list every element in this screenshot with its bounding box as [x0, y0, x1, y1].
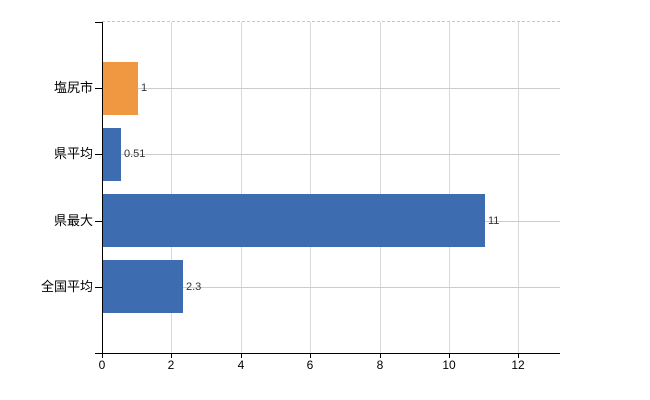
- gridline-horizontal: [102, 287, 560, 288]
- x-axis-tick: [310, 353, 311, 358]
- gridline-vertical: [380, 22, 381, 353]
- gridline-horizontal: [102, 88, 560, 89]
- gridline-horizontal: [102, 154, 560, 155]
- y-axis-tick: [95, 88, 102, 89]
- x-axis-tick: [380, 353, 381, 358]
- category-label: 全国平均: [40, 279, 93, 294]
- x-axis-tick: [518, 353, 519, 358]
- x-axis-tick: [102, 353, 103, 358]
- gridline-vertical: [449, 22, 450, 353]
- x-axis-tick: [241, 353, 242, 358]
- bar-value-label: 0.51: [124, 148, 146, 160]
- x-axis-tick: [171, 353, 172, 358]
- bar-value-label: 2.3: [186, 281, 202, 293]
- category-label: 県最大: [53, 213, 93, 228]
- x-tick-label: 8: [376, 358, 384, 372]
- plot-top-border: [102, 21, 560, 22]
- bar: [103, 194, 485, 247]
- y-axis-tick: [95, 154, 102, 155]
- gridline-vertical: [171, 22, 172, 353]
- gridline-vertical: [241, 22, 242, 353]
- bar-value-label: 1: [141, 82, 148, 94]
- x-tick-label: 6: [306, 358, 314, 372]
- gridline-vertical: [518, 22, 519, 353]
- x-tick-label: 2: [167, 358, 175, 372]
- y-axis-tick: [95, 22, 102, 23]
- bar-value-label: 11: [488, 215, 500, 227]
- x-tick-label: 10: [442, 358, 456, 372]
- bar: [103, 62, 138, 115]
- x-axis-tick: [449, 353, 450, 358]
- gridline-vertical: [310, 22, 311, 353]
- y-axis-tick: [95, 221, 102, 222]
- y-axis-tick: [95, 287, 102, 288]
- bar: [103, 128, 121, 181]
- bar: [103, 260, 183, 313]
- category-label: 県平均: [53, 146, 93, 161]
- x-axis-line: [95, 353, 560, 354]
- y-axis-line: [102, 22, 103, 353]
- x-tick-label: 12: [511, 358, 525, 372]
- x-tick-label: 0: [98, 358, 106, 372]
- category-label: 塩尻市: [53, 80, 93, 95]
- x-tick-label: 4: [237, 358, 245, 372]
